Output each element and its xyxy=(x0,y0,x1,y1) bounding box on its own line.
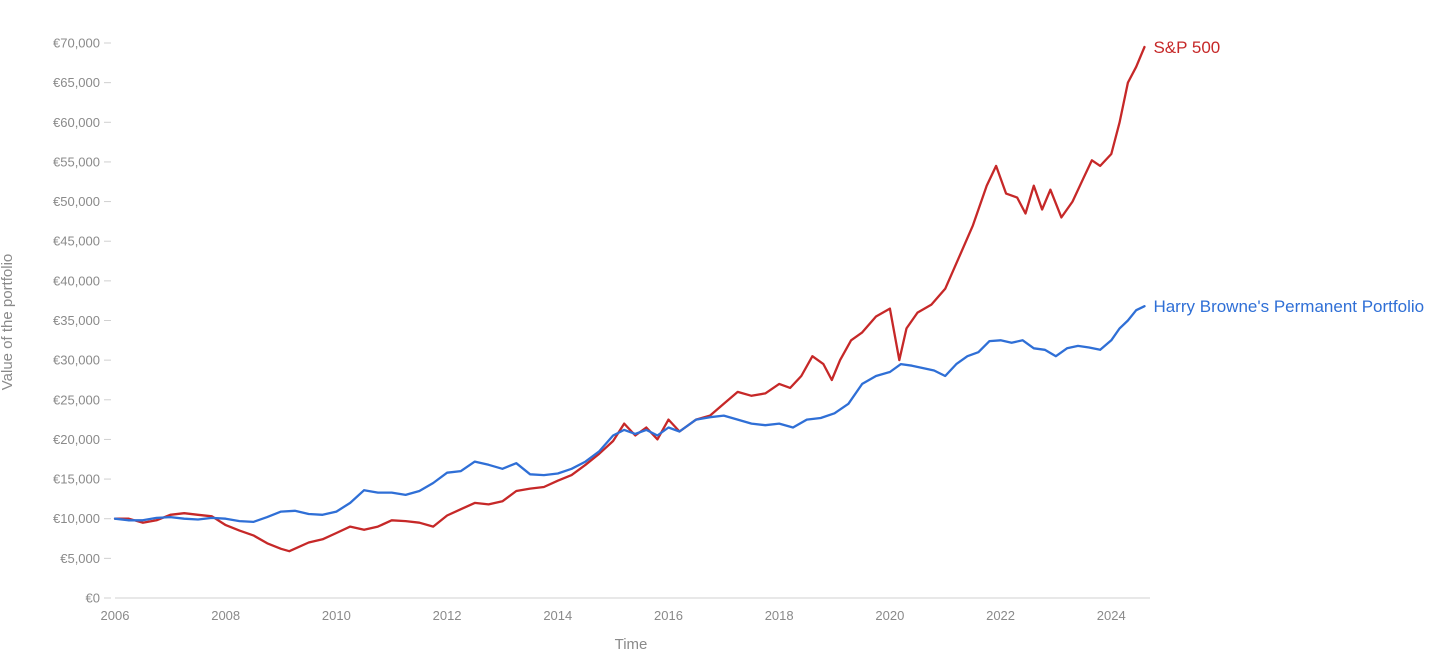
x-axis-title: Time xyxy=(615,636,648,653)
x-tick-label: 2020 xyxy=(875,608,904,623)
y-tick-label: €25,000 xyxy=(53,392,100,407)
series-layer xyxy=(113,45,1146,553)
y-axis: €0 €5,000 €10,000 €15,000 €20,000 €25,000 €30,… xyxy=(53,36,111,606)
y-axis-title: Value of the portfolio xyxy=(0,254,16,390)
y-tick-label: €20,000 xyxy=(53,432,100,447)
y-tick-label: €40,000 xyxy=(53,273,100,288)
y-tick-label: €60,000 xyxy=(53,115,100,130)
series-label-1: Harry Browne's Permanent Portfolio xyxy=(1153,297,1424,316)
x-tick-label: 2012 xyxy=(433,608,462,623)
x-tick-label: 2022 xyxy=(986,608,1015,623)
y-tick-label: €5,000 xyxy=(60,551,100,566)
series-label-0: S&P 500 xyxy=(1153,38,1220,57)
y-tick-label: €45,000 xyxy=(53,234,100,249)
y-tick-label: €35,000 xyxy=(53,313,100,328)
y-tick-label: €50,000 xyxy=(53,194,100,209)
x-tick-label: 2006 xyxy=(101,608,130,623)
y-tick-label: €15,000 xyxy=(53,472,100,487)
x-tick-label: 2016 xyxy=(654,608,683,623)
y-tick-label: €0 xyxy=(86,591,100,606)
series-line-0 xyxy=(113,45,1146,553)
x-tick-label: 2018 xyxy=(765,608,794,623)
series-labels: S&P 500 Harry Browne's Permanent Portfoli… xyxy=(1153,38,1424,316)
x-tick-label: 2014 xyxy=(543,608,572,623)
y-tick-label: €10,000 xyxy=(53,511,100,526)
y-tick-label: €70,000 xyxy=(53,36,100,51)
series-line-1 xyxy=(113,305,1146,524)
x-axis: 2006 2008 2010 2012 2014 2016 2018 2020 2022 2024 xyxy=(101,597,1150,623)
x-tick-label: 2008 xyxy=(211,608,240,623)
y-tick-label: €65,000 xyxy=(53,75,100,90)
y-tick-label: €30,000 xyxy=(53,353,100,368)
y-tick-label: €55,000 xyxy=(53,154,100,169)
x-tick-label: 2024 xyxy=(1097,608,1126,623)
x-tick-label: 2010 xyxy=(322,608,351,623)
